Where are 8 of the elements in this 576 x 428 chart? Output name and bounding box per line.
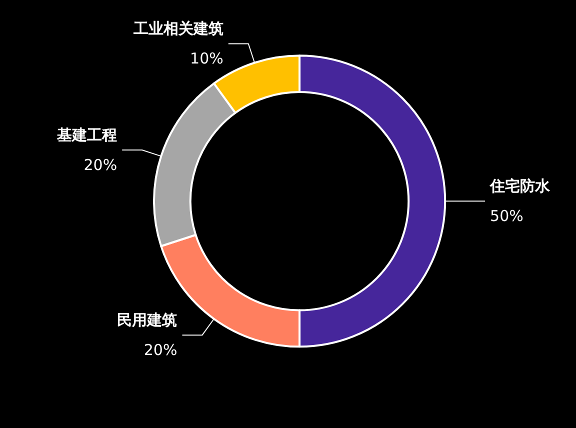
slice-label: 工业相关建筑 — [132, 20, 224, 38]
slice-label: 基建工程 — [56, 126, 118, 144]
data-label: 50% — [490, 207, 524, 226]
data-label: 20% — [144, 341, 178, 360]
data-label: 10% — [190, 50, 224, 68]
data-label: 20% — [84, 156, 118, 174]
slice-label: 住宅防水 — [489, 177, 552, 196]
slice-label: 民用建筑 — [117, 311, 178, 330]
